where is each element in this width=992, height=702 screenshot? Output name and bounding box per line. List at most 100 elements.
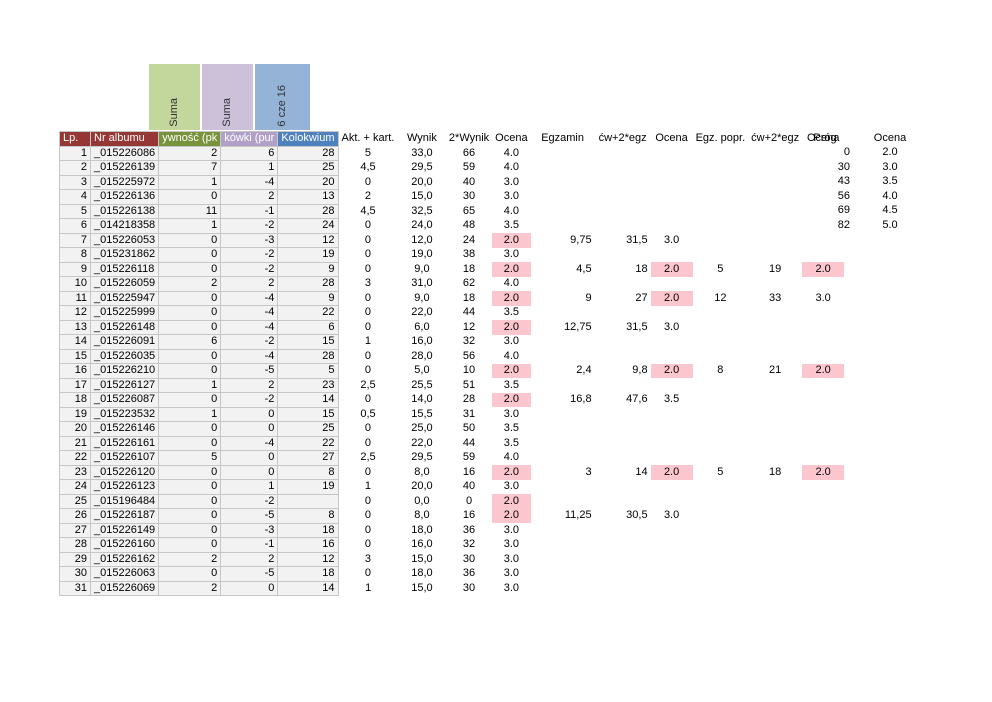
col-header-activity[interactable]: ywność (pk — [158, 131, 222, 147]
cell-ocena[interactable]: 2.0 — [492, 233, 531, 248]
cell-ocena-egz[interactable] — [651, 190, 693, 205]
cell-scale-ocena[interactable]: 4.0 — [882, 189, 898, 202]
cell-ocena[interactable]: 2.0 — [492, 508, 531, 523]
cell-2wynik[interactable]: 50 — [462, 422, 476, 435]
cell-nr-albumu[interactable]: _015196484 — [89, 493, 160, 509]
cell-cw-2egz-popr[interactable] — [748, 523, 802, 538]
cell-suma-activity[interactable]: 0 — [158, 247, 222, 263]
cell-egz-popr[interactable] — [693, 422, 749, 437]
cell-egz-popr[interactable] — [693, 407, 749, 422]
cell-ocena[interactable]: 3.5 — [503, 378, 520, 391]
cell-lp[interactable]: 11 — [59, 290, 91, 306]
cell-ocena[interactable]: 3.0 — [503, 480, 520, 493]
cell-wynik[interactable]: 29,5 — [411, 161, 433, 174]
cell-suma-activity[interactable]: 0 — [158, 566, 222, 582]
cell-2wynik[interactable]: 30 — [462, 552, 476, 565]
cell-2wynik[interactable]: 30 — [462, 581, 476, 594]
cell-wynik[interactable]: 8,0 — [414, 509, 430, 522]
cell-lp[interactable]: 19 — [59, 406, 91, 422]
cell-ocena-egz[interactable] — [651, 335, 693, 350]
cell-cw-2egz[interactable]: 14 — [635, 465, 648, 478]
cell-akt-kart[interactable]: 4,5 — [360, 204, 376, 217]
cell-kolokwium[interactable]: 18 — [277, 566, 339, 582]
cell-egzamin[interactable] — [531, 190, 595, 205]
cell-suma-activity[interactable]: 0 — [158, 392, 222, 408]
cell-ocena-popr[interactable] — [802, 509, 844, 524]
cell-2wynik[interactable]: 10 — [462, 364, 476, 377]
cell-ocena[interactable]: 3.0 — [503, 175, 520, 188]
cell-nr-albumu[interactable]: _015223532 — [89, 406, 160, 422]
cell-ocena-egz[interactable] — [651, 146, 693, 161]
cell-nr-albumu[interactable]: _015226138 — [89, 203, 160, 219]
cell-ocena[interactable]: 4.0 — [503, 277, 520, 290]
cell-kolokwium[interactable]: 12 — [277, 232, 339, 248]
col-header-cw-2egz[interactable]: ćw+2*egz — [594, 131, 651, 146]
cell-wynik[interactable]: 0,0 — [414, 494, 430, 507]
cell-suma-kartkowki[interactable]: 0 — [220, 450, 279, 466]
cell-ocena[interactable]: 3.0 — [503, 538, 520, 551]
cell-egzamin[interactable] — [531, 349, 595, 364]
cell-egz-popr[interactable] — [693, 436, 749, 451]
cell-suma-activity[interactable]: 0 — [158, 464, 222, 480]
cell-kolokwium[interactable]: 24 — [277, 218, 339, 234]
cell-wynik[interactable]: 8,0 — [414, 465, 430, 478]
cell-nr-albumu[interactable]: _015226069 — [89, 580, 160, 596]
cell-cw-2egz-popr[interactable] — [748, 378, 802, 393]
cell-akt-kart[interactable]: 0 — [364, 291, 372, 304]
cell-ocena[interactable]: 4.0 — [503, 146, 520, 159]
cell-cw-2egz-popr[interactable] — [748, 175, 802, 190]
col-header-lp[interactable]: Lp. — [59, 131, 91, 147]
scale-header-ocena[interactable]: Ocena — [873, 131, 907, 144]
cell-scale-ocena[interactable]: 3.5 — [882, 175, 898, 188]
cell-ocena-popr[interactable] — [802, 378, 844, 393]
cell-suma-kartkowki[interactable]: 2 — [220, 276, 279, 292]
cell-suma-activity[interactable]: 2 — [158, 551, 222, 567]
cell-wynik[interactable]: 24,0 — [411, 219, 433, 232]
cell-ocena[interactable]: 2.0 — [492, 320, 531, 335]
cell-kolokwium[interactable]: 6 — [277, 319, 339, 335]
cell-lp[interactable]: 9 — [59, 261, 91, 277]
cell-cw-2egz-popr[interactable]: 18 — [769, 465, 782, 478]
cell-egz-popr[interactable]: 5 — [717, 465, 724, 478]
cell-ocena[interactable]: 2.0 — [492, 291, 531, 306]
cell-suma-activity[interactable]: 5 — [158, 450, 222, 466]
cell-ocena-egz[interactable] — [651, 349, 693, 364]
cell-2wynik[interactable]: 36 — [462, 567, 476, 580]
cell-suma-kartkowki[interactable]: -4 — [220, 174, 279, 190]
cell-ocena-egz[interactable] — [651, 378, 693, 393]
cell-wynik[interactable]: 22,0 — [411, 306, 433, 319]
cell-nr-albumu[interactable]: _015226161 — [89, 435, 160, 451]
cell-cw-2egz-popr[interactable] — [748, 320, 802, 335]
cell-lp[interactable]: 23 — [59, 464, 91, 480]
cell-ocena-egz[interactable]: 2.0 — [650, 465, 693, 480]
cell-wynik[interactable]: 12,0 — [411, 233, 433, 246]
cell-ocena-popr[interactable]: 2.0 — [802, 262, 845, 277]
cell-ocena[interactable]: 2.0 — [492, 363, 531, 378]
cell-ocena[interactable]: 3.0 — [503, 567, 520, 580]
cell-egz-popr[interactable] — [693, 509, 749, 524]
cell-egz-popr[interactable] — [693, 349, 749, 364]
cell-cw-2egz[interactable] — [595, 581, 651, 596]
cell-akt-kart[interactable]: 0 — [364, 233, 372, 246]
cell-suma-kartkowki[interactable]: -2 — [220, 334, 279, 350]
cell-egzamin[interactable] — [531, 161, 595, 176]
cell-lp[interactable]: 30 — [59, 566, 91, 582]
cell-kolokwium[interactable]: 22 — [277, 305, 339, 321]
cell-lp[interactable]: 29 — [59, 551, 91, 567]
rotated-header-suma-kartkowki[interactable]: Suma — [201, 63, 254, 131]
cell-akt-kart[interactable]: 4,5 — [360, 161, 376, 174]
cell-cw-2egz[interactable]: 30,5 — [626, 509, 648, 522]
cell-nr-albumu[interactable]: _014218358 — [89, 218, 160, 234]
cell-suma-kartkowki[interactable]: -4 — [220, 290, 279, 306]
cell-kolokwium[interactable]: 14 — [277, 392, 339, 408]
cell-ocena[interactable]: 2.0 — [492, 465, 531, 480]
cell-egz-popr[interactable] — [693, 219, 749, 234]
cell-suma-activity[interactable]: 0 — [158, 493, 222, 509]
cell-cw-2egz[interactable] — [595, 146, 651, 161]
cell-cw-2egz[interactable] — [595, 277, 651, 292]
cell-prog[interactable]: 43 — [837, 175, 850, 188]
cell-2wynik[interactable]: 31 — [462, 407, 476, 420]
cell-lp[interactable]: 1 — [59, 145, 91, 161]
cell-ocena-egz[interactable] — [651, 552, 693, 567]
cell-cw-2egz[interactable] — [595, 349, 651, 364]
